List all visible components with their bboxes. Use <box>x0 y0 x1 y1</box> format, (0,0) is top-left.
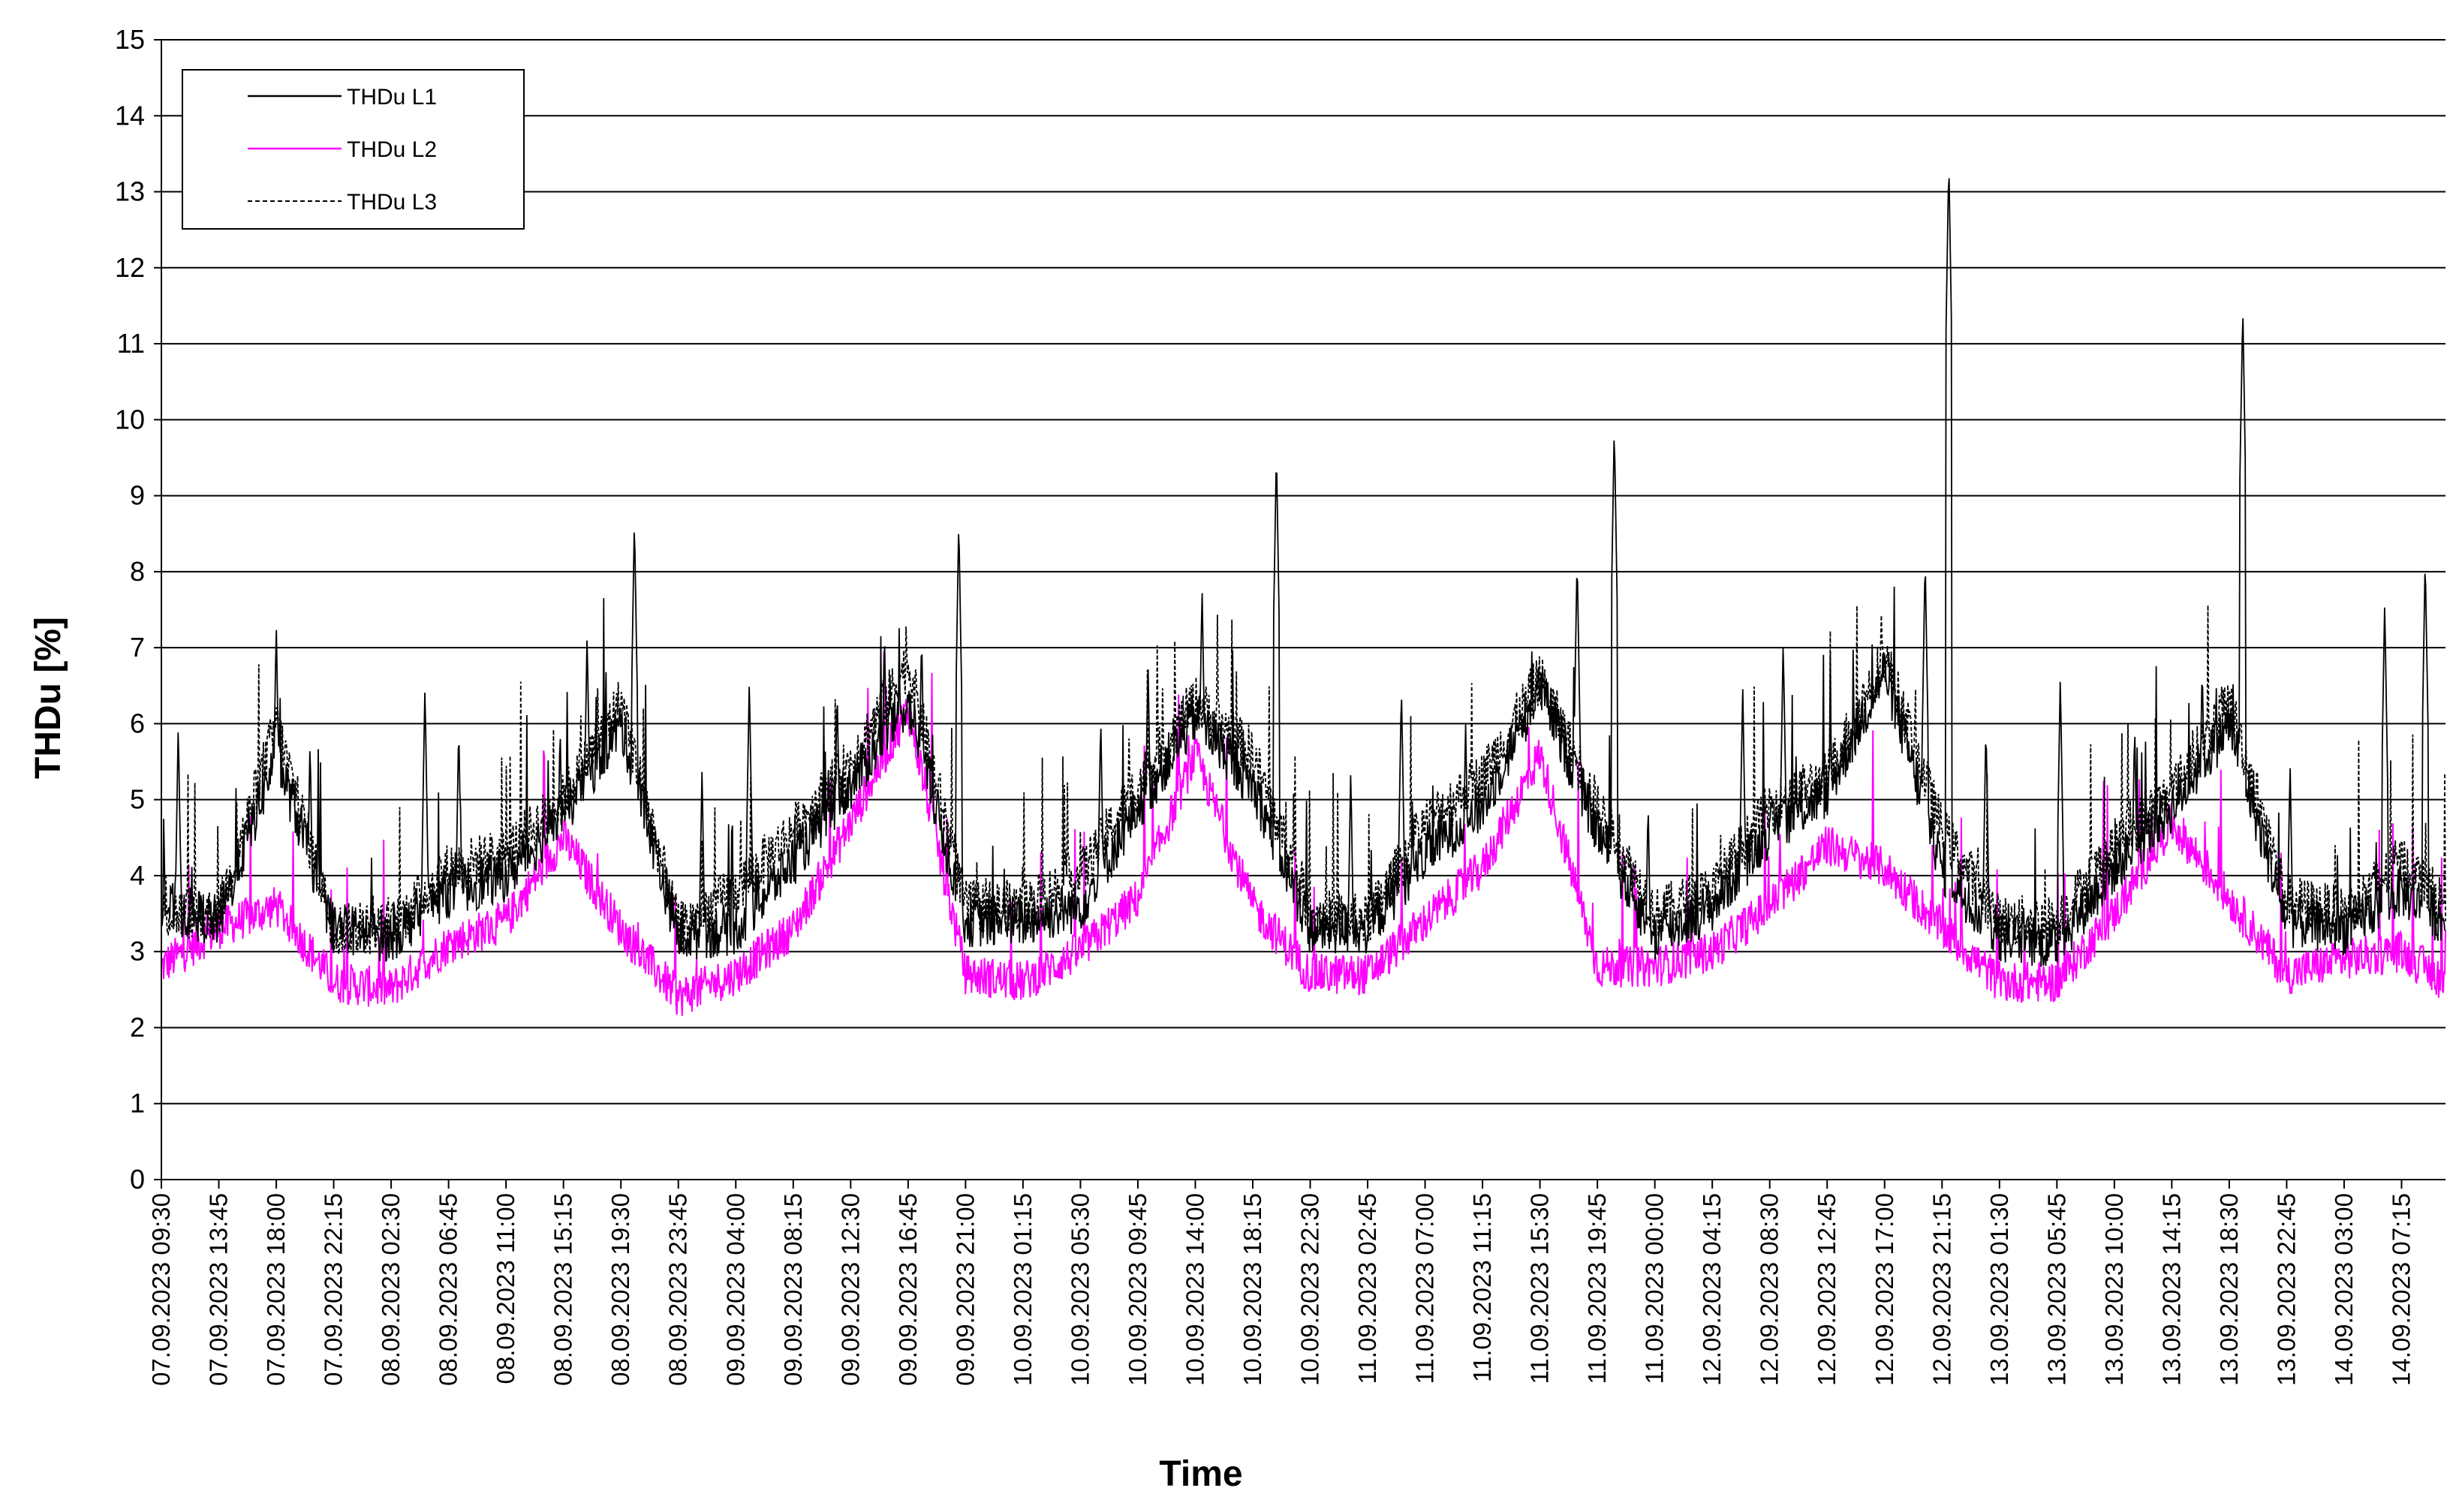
x-tick-label: 09.09.2023 21:00 <box>951 1193 979 1386</box>
y-tick-label: 12 <box>115 252 145 283</box>
x-tick-label: 10.09.2023 22:30 <box>1296 1193 1324 1386</box>
x-tick-label: 07.09.2023 22:15 <box>320 1193 348 1386</box>
x-tick-label: 07.09.2023 13:45 <box>205 1193 233 1386</box>
x-tick-label: 07.09.2023 09:30 <box>147 1193 175 1386</box>
y-axis-title: THDu [%] <box>29 617 68 779</box>
x-tick-label: 13.09.2023 01:30 <box>1985 1193 2013 1386</box>
x-tick-label: 08.09.2023 02:30 <box>377 1193 405 1386</box>
x-tick-label: 07.09.2023 18:00 <box>262 1193 290 1386</box>
x-tick-label: 13.09.2023 10:00 <box>2100 1193 2128 1386</box>
legend-label-l3: THDu L3 <box>347 190 437 215</box>
x-tick-label: 11.09.2023 19:45 <box>1583 1193 1611 1384</box>
x-tick-label: 10.09.2023 18:15 <box>1239 1193 1266 1386</box>
y-tick-label: 6 <box>130 708 145 738</box>
legend: THDu L1 THDu L2 THDu L3 <box>182 69 525 230</box>
y-tick-label: 3 <box>130 936 145 966</box>
legend-label-l2: THDu L2 <box>347 137 437 162</box>
axes <box>161 40 2445 1180</box>
x-tick-label: 09.09.2023 12:30 <box>836 1193 864 1386</box>
x-tick-label: 12.09.2023 21:15 <box>1928 1193 1955 1386</box>
y-tick-label: 2 <box>130 1012 145 1042</box>
gridlines <box>161 39 2445 1105</box>
y-tick-label: 11 <box>117 328 145 359</box>
x-tick-label: 13.09.2023 14:15 <box>2157 1193 2185 1386</box>
y-tick-label: 0 <box>130 1164 145 1195</box>
y-tick-label: 1 <box>130 1088 145 1119</box>
y-tick-label: 14 <box>115 100 145 131</box>
x-tick-label: 08.09.2023 23:45 <box>664 1193 692 1386</box>
series-line-1 <box>161 178 2446 967</box>
y-tick-label: 5 <box>130 784 145 815</box>
y-tick-label: 13 <box>115 176 145 207</box>
x-tick-label: 11.09.2023 15:30 <box>1526 1193 1554 1384</box>
x-tick-label: 13.09.2023 22:45 <box>2272 1193 2300 1386</box>
x-tick-label: 12.09.2023 12:45 <box>1813 1193 1840 1386</box>
x-tick-label: 10.09.2023 01:15 <box>1009 1193 1037 1386</box>
x-tick-label: 10.09.2023 09:45 <box>1124 1193 1151 1386</box>
x-tick-label: 09.09.2023 04:00 <box>721 1193 749 1386</box>
x-tick-label: 14.09.2023 07:15 <box>2387 1193 2415 1386</box>
y-tick-label: 9 <box>130 480 145 511</box>
y-tick-label: 4 <box>130 860 145 891</box>
x-tick-label: 11.09.2023 07:00 <box>1411 1193 1439 1384</box>
x-tick-label: 08.09.2023 06:45 <box>435 1193 462 1386</box>
x-tick-label: 13.09.2023 05:45 <box>2042 1193 2070 1386</box>
x-tick-label: 11.09.2023 00:00 <box>1641 1193 1669 1384</box>
legend-box <box>182 69 525 230</box>
x-tick-label: 08.09.2023 19:30 <box>606 1193 634 1386</box>
plot-series <box>161 178 2446 1016</box>
y-tick-label: 15 <box>115 24 145 55</box>
x-tick-label: 11.09.2023 11:15 <box>1468 1193 1496 1382</box>
x-tick-label: 08.09.2023 15:15 <box>549 1193 577 1386</box>
series-line-2 <box>161 651 2446 1016</box>
x-tick-label: 09.09.2023 08:15 <box>779 1193 807 1386</box>
x-tick-label: 10.09.2023 05:30 <box>1066 1193 1094 1386</box>
x-tick-label: 09.09.2023 16:45 <box>894 1193 922 1386</box>
x-tick-label: 12.09.2023 17:00 <box>1871 1193 1898 1386</box>
x-tick-label: 14.09.2023 03:00 <box>2330 1193 2358 1386</box>
x-tick-label: 11.09.2023 02:45 <box>1353 1193 1381 1384</box>
x-tick-label: 08.09.2023 11:00 <box>492 1193 519 1384</box>
y-tick-label: 7 <box>130 632 145 663</box>
x-tick-label: 10.09.2023 14:00 <box>1181 1193 1208 1386</box>
y-tick-label: 8 <box>130 556 145 587</box>
x-tick-label: 12.09.2023 04:15 <box>1698 1193 1726 1386</box>
x-tick-label: 12.09.2023 08:30 <box>1756 1193 1783 1386</box>
x-tick-label: 13.09.2023 18:30 <box>2215 1193 2243 1386</box>
legend-label-l1: THDu L1 <box>347 85 437 110</box>
y-tick-label: 10 <box>115 404 145 434</box>
x-axis-title: Time <box>1159 1454 1242 1494</box>
x-tick-labels: 07.09.2023 09:30 07.09.2023 13:45 07.09.20… <box>147 1180 2415 1386</box>
